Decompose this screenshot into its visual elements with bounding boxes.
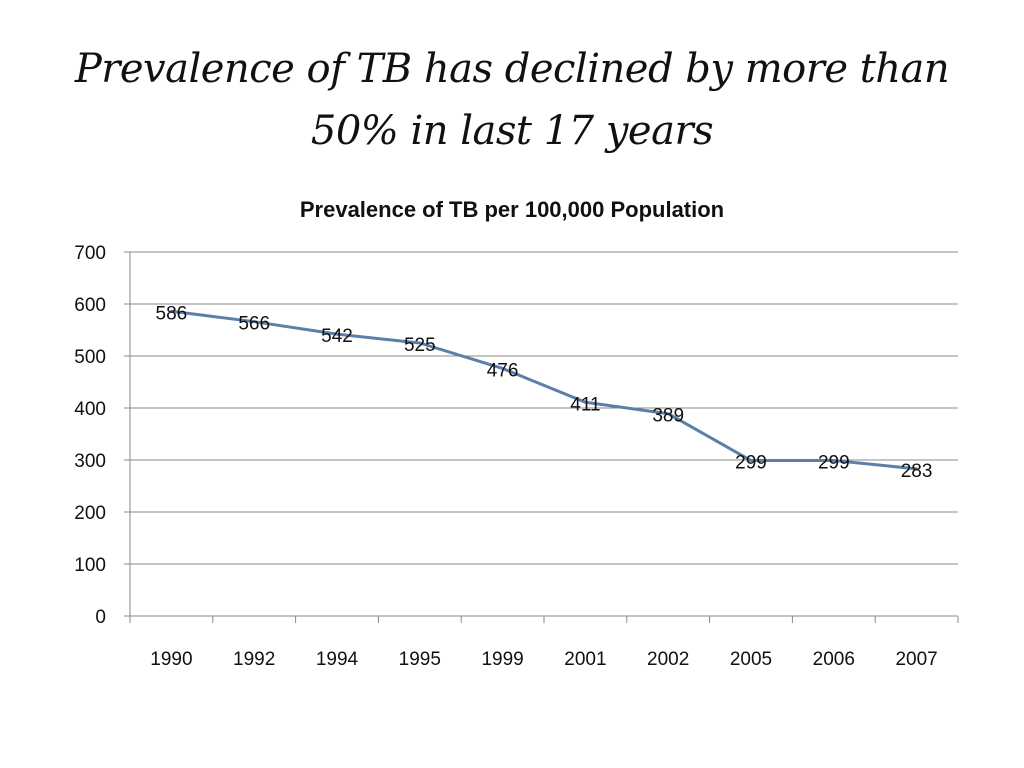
y-tick-label: 600 <box>74 295 106 316</box>
x-tick-label: 1994 <box>316 649 359 670</box>
x-tick-label: 1992 <box>233 649 275 670</box>
y-tick-label: 400 <box>74 399 106 420</box>
data-label: 586 <box>156 303 188 324</box>
y-tick-label: 200 <box>74 503 106 524</box>
data-label: 389 <box>652 406 684 427</box>
x-tick-label: 1999 <box>481 649 523 670</box>
x-axis-ticks: 1990 1992 1994 1995 1999 2001 2002 2005 2006 2007 <box>150 649 937 670</box>
x-tick-label: 1995 <box>399 649 441 670</box>
data-label: 542 <box>321 326 353 347</box>
x-tick-label: 1990 <box>150 649 192 670</box>
y-tick-label: 0 <box>95 607 106 628</box>
data-labels: 586 566 542 525 476 411 389 299 299 283 <box>156 303 933 482</box>
y-tick-label: 700 <box>74 243 106 264</box>
data-label: 525 <box>404 335 436 356</box>
y-tick-label: 500 <box>74 347 106 368</box>
x-tick-label: 2006 <box>813 649 855 670</box>
axes <box>124 251 959 623</box>
data-label: 476 <box>487 360 519 381</box>
data-label: 299 <box>818 453 850 474</box>
data-label: 566 <box>238 314 270 335</box>
y-tick-label: 300 <box>74 451 106 472</box>
data-label: 411 <box>570 394 600 415</box>
x-tick-label: 2007 <box>895 649 937 670</box>
slide-title: Prevalence of TB has declined by more th… <box>74 46 950 154</box>
x-tick-label: 2001 <box>564 649 606 670</box>
y-axis-ticks: 0 100 200 300 400 500 600 700 <box>74 243 106 628</box>
gridlines <box>130 251 958 565</box>
x-tick-label: 2005 <box>730 649 772 670</box>
series-group <box>169 309 919 471</box>
data-label: 299 <box>735 453 767 474</box>
y-tick-label: 100 <box>74 555 106 576</box>
x-tick-label: 2002 <box>647 649 689 670</box>
series-line <box>169 309 919 471</box>
chart-title: Prevalence of TB per 100,000 Population <box>300 197 724 222</box>
data-label: 283 <box>901 461 933 482</box>
